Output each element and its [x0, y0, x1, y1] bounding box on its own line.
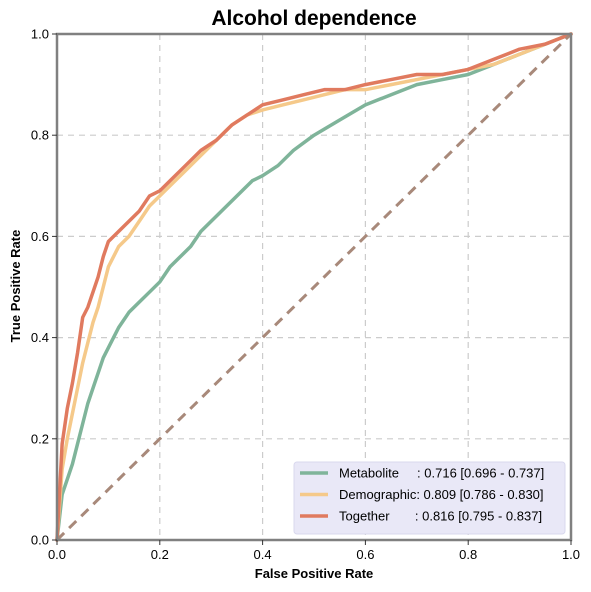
ticks: 0.0 0.2 0.4 0.6 0.8 1.0 0.0 0.2 0.4 0.6 0.8 1.0	[31, 27, 580, 563]
legend-box	[293, 461, 566, 535]
chance-diagonal-line	[55, 32, 573, 542]
series-line-together	[55, 32, 573, 542]
y-tick-label-0: 0.0	[31, 533, 49, 548]
x-tick-label-1: 0.2	[151, 547, 169, 562]
legend-label-together: Together : 0.816 [0.795 - 0.837]	[339, 509, 542, 524]
y-tick-label-5: 1.0	[31, 27, 49, 42]
plot-frame	[55, 32, 573, 542]
y-tick-label-3: 0.6	[31, 229, 49, 244]
series-line-metabolite	[55, 32, 573, 542]
series-line-demographic	[55, 32, 573, 542]
y-tick-label-4: 0.8	[31, 128, 49, 143]
series-group	[55, 32, 573, 542]
x-tick-label-3: 0.6	[356, 547, 374, 562]
legend: Metabolite : 0.716 [0.696 - 0.737] Demogr…	[293, 461, 566, 535]
x-tick-label-2: 0.4	[254, 547, 272, 562]
x-tick-label-0: 0.0	[48, 547, 66, 562]
legend-label-demographic: Demographic: 0.809 [0.786 - 0.830]	[339, 487, 544, 502]
x-tick-label-5: 1.0	[562, 547, 580, 562]
y-axis-label: True Positive Rate	[8, 230, 23, 343]
legend-label-metabolite: Metabolite : 0.716 [0.696 - 0.737]	[339, 466, 544, 481]
y-tick-label-1: 0.2	[31, 431, 49, 446]
x-axis-label: False Positive Rate	[255, 566, 374, 581]
x-tick-label-4: 0.8	[459, 547, 477, 562]
chart-title: Alcohol dependence	[211, 7, 416, 30]
y-tick-label-2: 0.4	[31, 330, 49, 345]
